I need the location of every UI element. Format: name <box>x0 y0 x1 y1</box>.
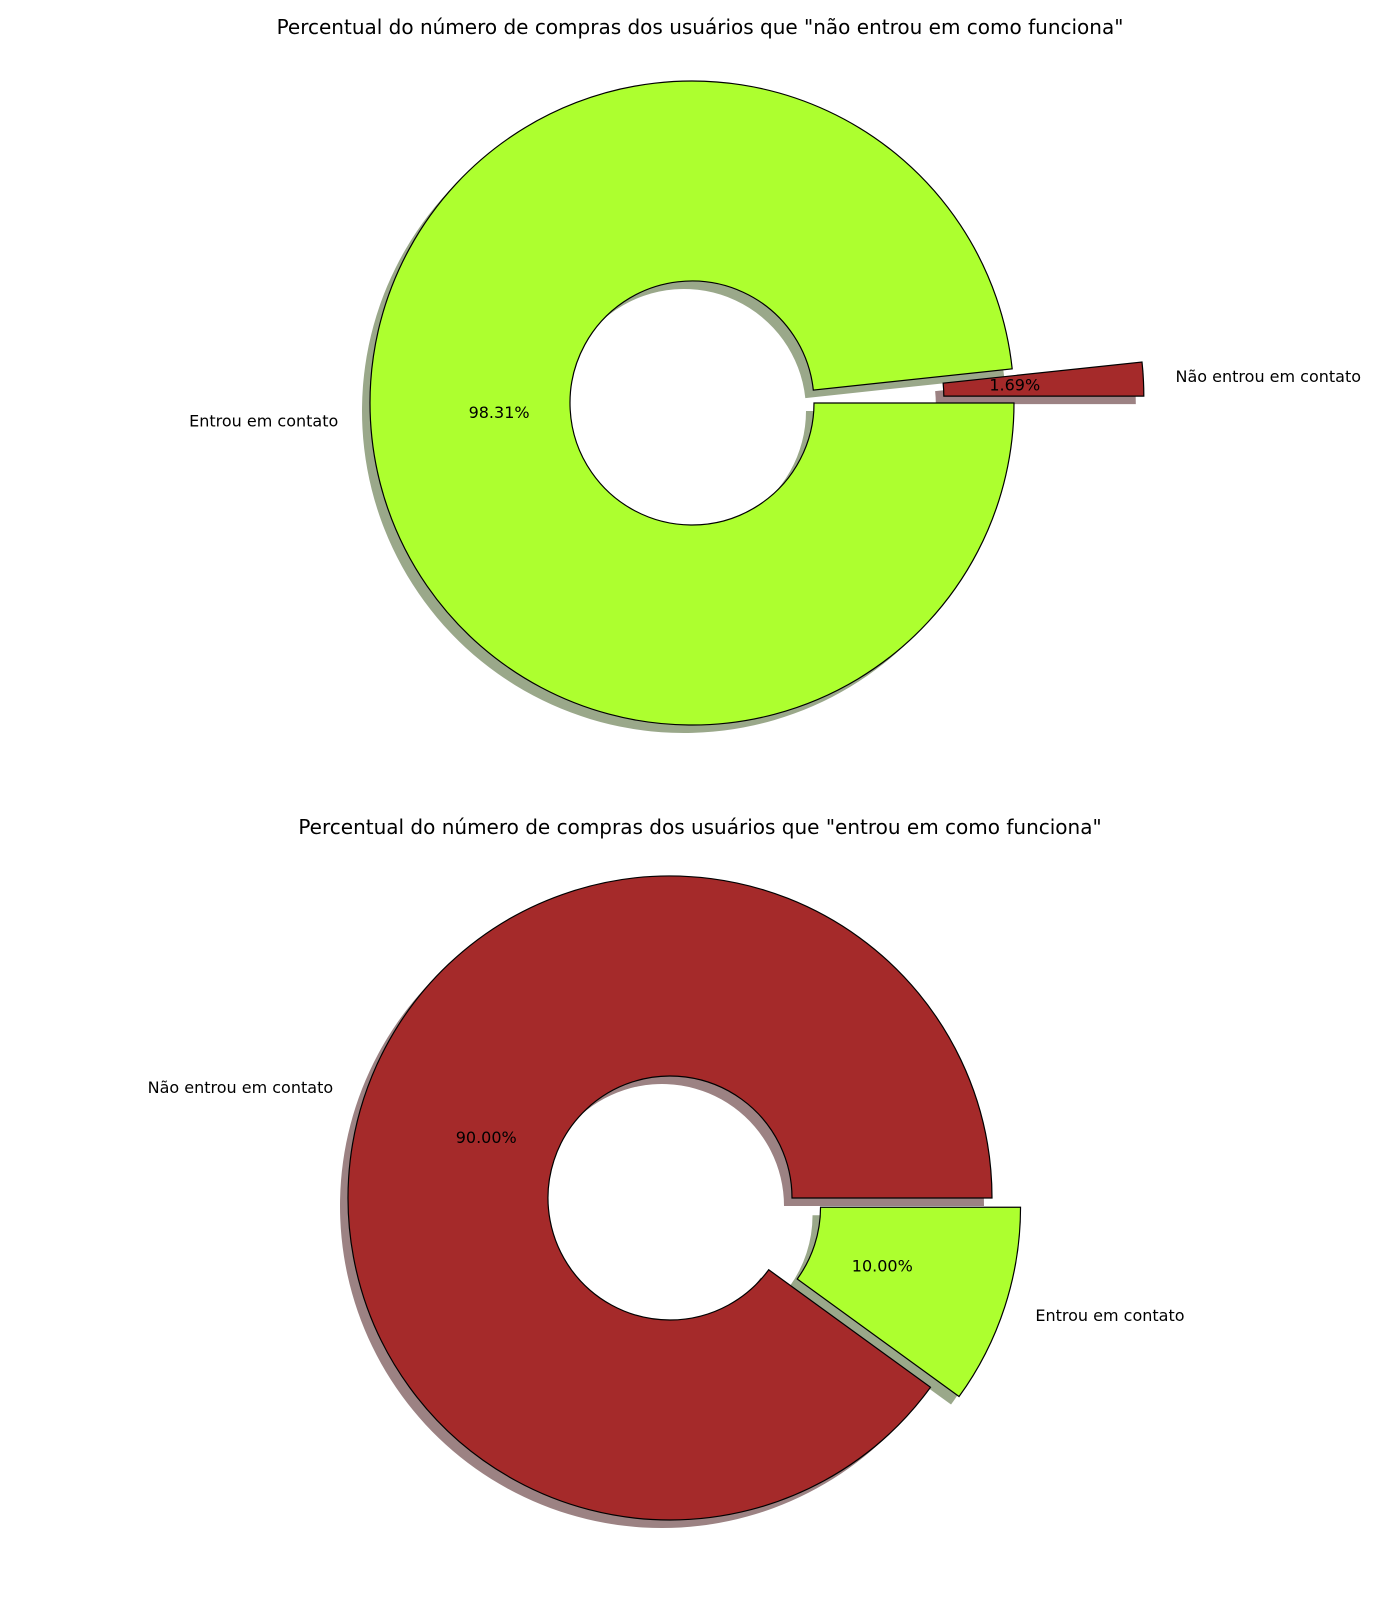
slice-percent-label: 10.00% <box>852 1256 913 1275</box>
slice-label: Entrou em contato <box>189 411 338 430</box>
slice-label: Não entrou em contato <box>148 1078 334 1097</box>
pie-slice <box>347 875 993 1521</box>
slice-percent-label: 98.31% <box>469 403 530 422</box>
slice-label: Entrou em contato <box>1035 1306 1184 1325</box>
chart-1-title: Percentual do número de compras dos usuá… <box>277 15 1124 39</box>
chart-2-title: Percentual do número de compras dos usuá… <box>298 815 1101 839</box>
pie-slice <box>369 80 1015 726</box>
pie-slice <box>796 1206 1022 1398</box>
pie-slice <box>942 361 1145 397</box>
donut-chart-1: Percentual do número de compras dos usuá… <box>189 15 1362 734</box>
slice-percent-label: 1.69% <box>989 375 1040 394</box>
donut-chart-2: Percentual do número de compras dos usuá… <box>148 815 1185 1528</box>
slice-percent-label: 90.00% <box>456 1128 517 1147</box>
slice-label: Não entrou em contato <box>1176 367 1362 386</box>
